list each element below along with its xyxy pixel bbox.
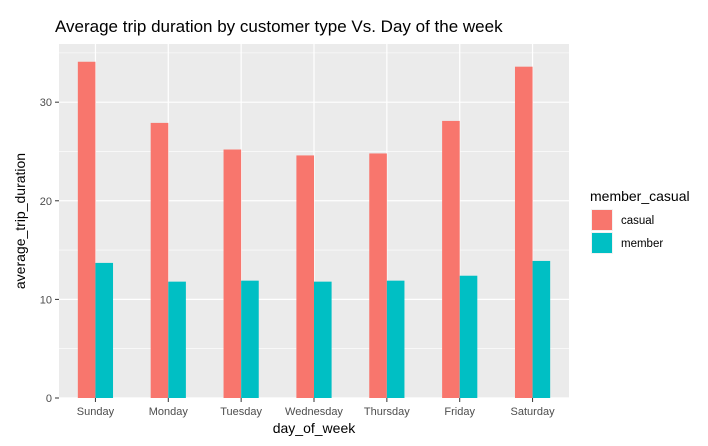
legend-label-member: member (621, 238, 663, 250)
x-axis-title: day_of_week (273, 420, 357, 436)
y-tick-label: 10 (40, 294, 52, 306)
bar-member-thursday (386, 280, 405, 398)
x-tick-label-friday: Friday (444, 406, 475, 418)
x-tick-label-wednesday: Wednesday (285, 406, 343, 418)
y-tick-label: 0 (46, 393, 52, 405)
legend-title: member_casual (590, 188, 690, 204)
bar-casual-tuesday (223, 149, 242, 398)
bar-casual-friday (442, 120, 460, 399)
y-axis: 0 10 20 30 (40, 97, 59, 405)
bar-member-sunday (95, 262, 114, 398)
legend-label-casual: casual (621, 215, 654, 227)
y-axis-title: average_trip_duration (12, 153, 28, 289)
bar-member-saturday (532, 260, 551, 398)
bar-member-wednesday (314, 281, 332, 398)
x-tick-label-monday: Monday (149, 406, 189, 418)
bar-member-friday (459, 275, 478, 398)
x-tick-label-saturday: Saturday (511, 406, 556, 418)
legend: member_casual casual member (590, 188, 690, 254)
bars (77, 61, 551, 399)
x-tick-label-sunday: Sunday (77, 406, 115, 418)
x-tick-label-tuesday: Tuesday (220, 406, 262, 418)
y-tick-label: 20 (40, 196, 52, 208)
y-tick-label: 30 (40, 97, 52, 109)
bar-casual-wednesday (296, 155, 314, 398)
bar-casual-thursday (369, 153, 387, 398)
chart-title: Average trip duration by customer type V… (55, 17, 503, 36)
x-tick-label-thursday: Thursday (364, 406, 410, 418)
bar-casual-monday (150, 122, 169, 398)
x-axis: Sunday Monday Tuesday Wednesday Thursday Frid… (77, 398, 555, 418)
bar-member-monday (168, 281, 186, 398)
legend-swatch-member (592, 233, 612, 253)
bar-casual-saturday (514, 66, 533, 399)
bar-member-tuesday (241, 280, 259, 398)
bar-casual-sunday (77, 61, 96, 399)
legend-swatch-casual (592, 210, 612, 230)
